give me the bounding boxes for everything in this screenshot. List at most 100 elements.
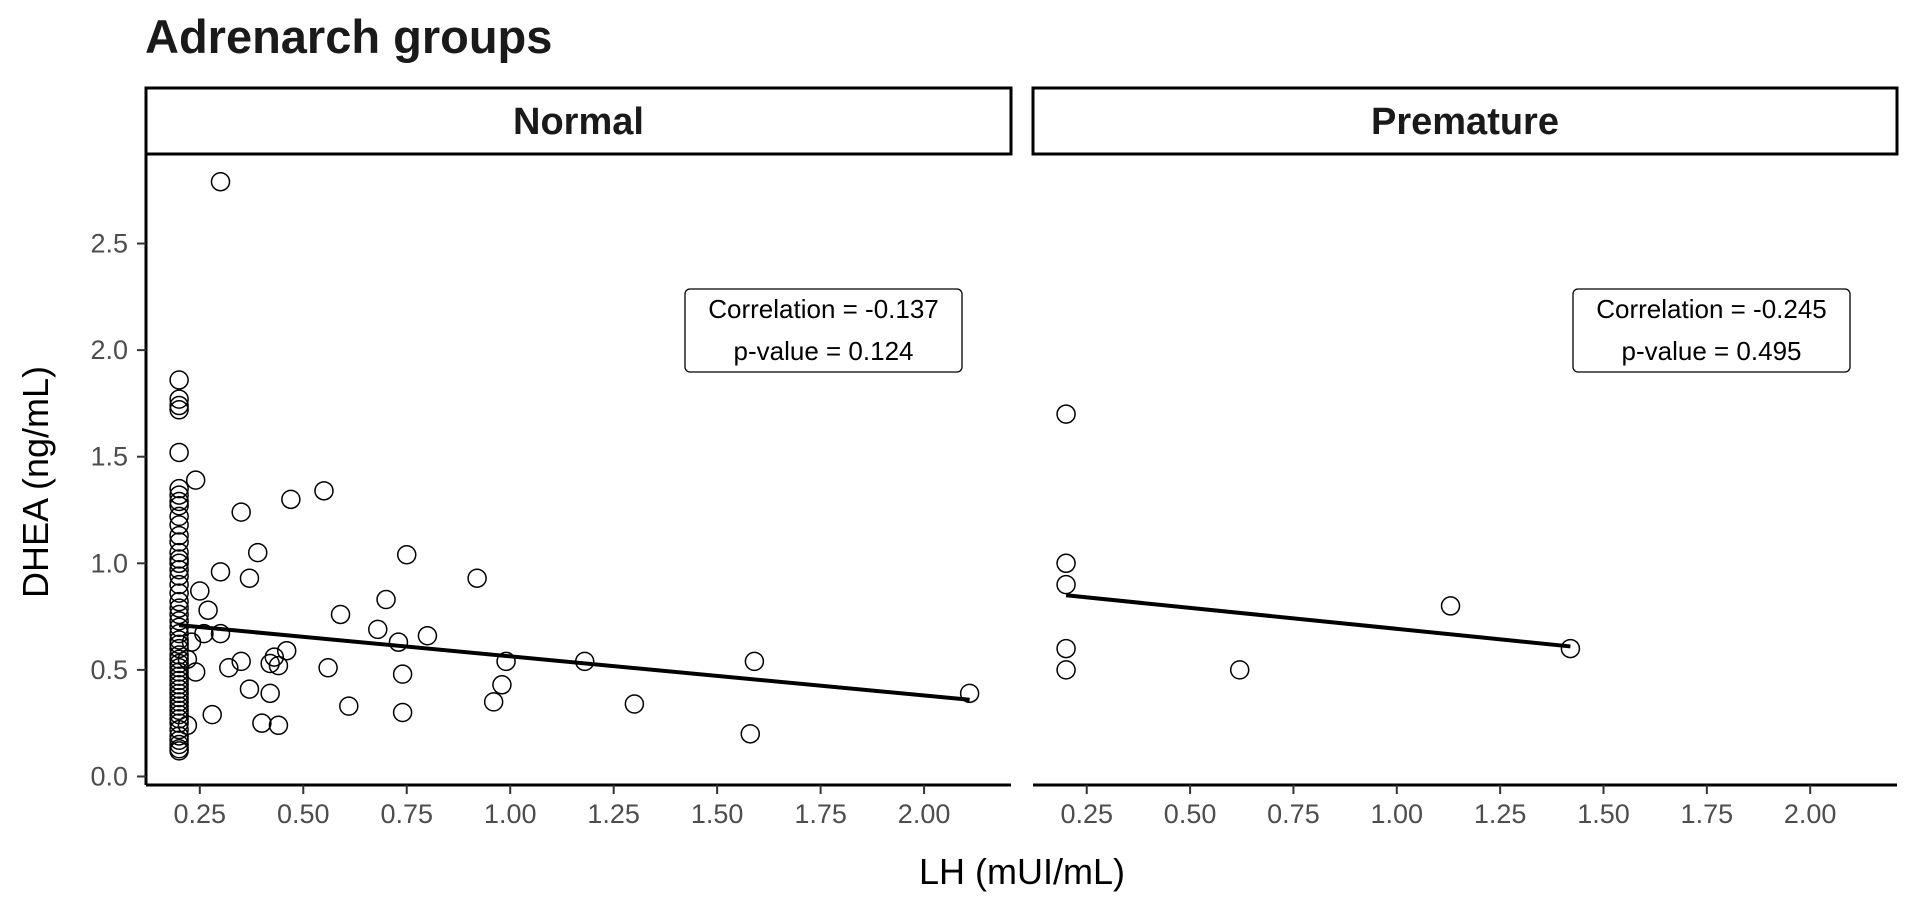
data-point: [239, 568, 260, 588]
x-tick-label-normal: 2.00: [898, 799, 951, 829]
data-point: [185, 470, 206, 490]
x-tick-label-premature: 1.00: [1371, 799, 1424, 829]
data-point: [330, 604, 351, 625]
data-point: [169, 553, 189, 574]
data-point: [169, 442, 189, 463]
data-point: [231, 502, 251, 522]
y-tick-label: 0.5: [90, 655, 128, 685]
data-point: [260, 653, 280, 674]
data-point: [169, 734, 189, 755]
data-point: [624, 694, 645, 714]
data-point: [268, 715, 289, 736]
data-point: [417, 626, 438, 646]
data-point: [169, 630, 189, 650]
data-point: [1440, 596, 1461, 616]
data-point: [169, 559, 189, 580]
data-point: [169, 675, 189, 695]
data-point: [1056, 553, 1076, 574]
data-point: [169, 679, 189, 699]
data-point: [314, 481, 334, 501]
x-tick-label-normal: 1.00: [484, 799, 537, 829]
chart-title: Adrenarch groups: [145, 10, 552, 63]
data-point: [169, 532, 189, 552]
y-tick-label: 2.5: [90, 229, 128, 259]
data-point: [202, 704, 222, 725]
regression-line-normal: [178, 623, 970, 702]
data-point: [959, 683, 980, 704]
data-point: [376, 589, 396, 610]
y-tick-label: 2.0: [90, 335, 128, 365]
data-point: [169, 542, 189, 563]
data-point: [1229, 660, 1250, 680]
strip-label-premature: Premature: [1371, 101, 1559, 143]
data-point: [169, 611, 189, 631]
plot-area-normal: 0.25 0.50 0.75 1.00 1.25 1.50 1.75 2.00: [146, 171, 1011, 829]
data-point: [281, 489, 301, 510]
data-point: [198, 600, 218, 620]
data-point: [169, 566, 189, 586]
data-point: [219, 658, 239, 678]
data-point: [169, 478, 189, 499]
data-point: [492, 675, 512, 695]
data-point: [467, 568, 487, 588]
plot-area-premature: 0.25 0.50 0.75 1.00 1.25 1.50 1.75 2.00: [1033, 404, 1897, 829]
data-point: [177, 715, 198, 736]
panel-premature: Premature 0.25 0.50 0.75 1.00 1.25 1.50 1.75 2.…: [1031, 86, 1899, 829]
x-tick-label-premature: 1.25: [1474, 799, 1527, 829]
data-point: [169, 491, 189, 512]
data-point: [231, 651, 251, 672]
x-tick-label-normal: 0.25: [174, 799, 227, 829]
y-tick-label: 0.0: [90, 761, 128, 791]
data-point: [169, 700, 189, 721]
data-point: [169, 730, 189, 750]
panel-normal: Normal 0.25 0.50 0.75 1.00 1.25 1.50 1.75 2.00 …: [144, 86, 1013, 829]
annotation-box-normal: Correlation = -0.137 p-value = 0.124: [684, 288, 963, 373]
data-point: [744, 651, 765, 672]
annotation-pvalue-normal: p-value = 0.124: [734, 336, 914, 366]
x-tick-label-premature: 0.25: [1060, 799, 1113, 829]
annotation-pvalue-premature: p-value = 0.495: [1622, 336, 1802, 366]
x-tick-label-normal: 1.50: [691, 799, 744, 829]
data-point: [169, 389, 189, 409]
data-point: [247, 542, 268, 563]
x-tick-label-premature: 0.75: [1267, 799, 1320, 829]
x-tick-label-normal: 1.75: [794, 799, 847, 829]
data-point: [169, 696, 189, 716]
data-point: [169, 370, 189, 390]
data-point: [339, 696, 359, 716]
data-point: [260, 683, 280, 704]
data-point: [169, 683, 189, 704]
annotation-frame-premature: [1572, 288, 1851, 373]
data-point: [1560, 638, 1581, 659]
data-point: [252, 713, 272, 733]
data-point: [169, 495, 189, 516]
data-point: [169, 485, 189, 505]
data-point: [740, 724, 761, 744]
x-tick-label-normal: 0.50: [277, 799, 330, 829]
data-point: [169, 549, 189, 569]
x-tick-label-normal: 1.25: [587, 799, 640, 829]
data-point: [169, 670, 189, 691]
data-point: [392, 702, 413, 723]
data-point: [1056, 574, 1076, 595]
x-tick-label-normal: 0.75: [380, 799, 433, 829]
data-point: [210, 171, 231, 192]
data-point: [169, 687, 189, 708]
data-point: [392, 664, 413, 684]
data-point: [1056, 638, 1076, 659]
regression-line-premature: [1065, 593, 1571, 649]
strip-normal: [144, 86, 1013, 156]
x-axis-title: LH (mUI/mL): [919, 851, 1125, 892]
data-point: [169, 591, 189, 612]
data-point: [276, 640, 297, 661]
data-point: [169, 692, 189, 712]
x-tick-label-premature: 0.50: [1164, 799, 1217, 829]
data-point: [169, 515, 189, 535]
data-point: [496, 651, 516, 672]
data-point: [169, 713, 189, 733]
data-point: [268, 655, 289, 676]
x-tick-label-premature: 1.75: [1681, 799, 1734, 829]
annotation-box-premature: Correlation = -0.245 p-value = 0.495: [1572, 288, 1851, 373]
data-point: [169, 598, 189, 618]
